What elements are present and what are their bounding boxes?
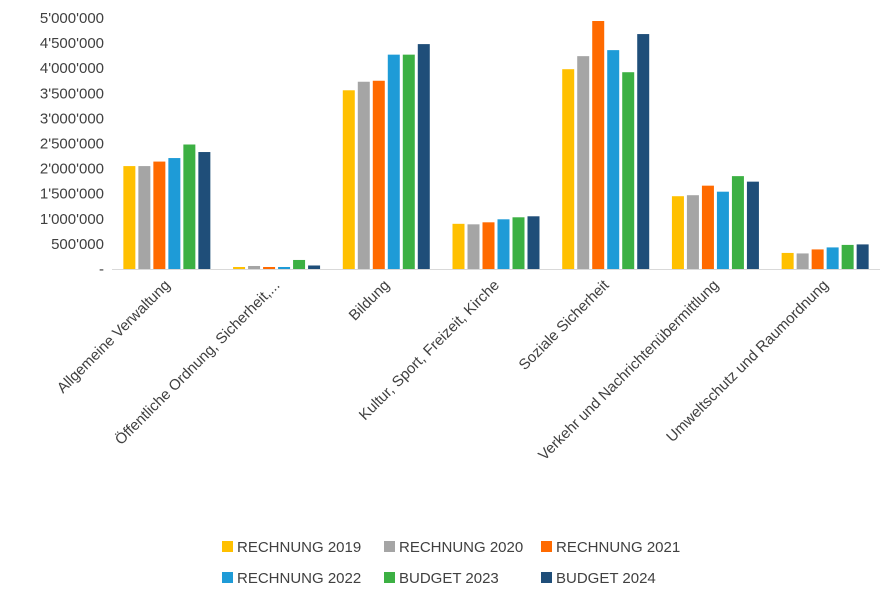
bar <box>716 191 729 269</box>
bar <box>153 161 166 269</box>
bar <box>826 247 839 269</box>
bar <box>796 253 809 269</box>
legend-swatch <box>384 541 395 552</box>
y-tick-label: 1'500'000 <box>40 186 104 203</box>
bar <box>342 90 355 270</box>
y-tick-label: 2'500'000 <box>40 136 104 153</box>
legend-label: RECHNUNG 2020 <box>399 539 523 556</box>
legend-label: RECHNUNG 2022 <box>237 570 361 587</box>
y-tick-label: 1'000'000 <box>40 211 104 228</box>
legend-swatch <box>222 541 233 552</box>
bar <box>467 224 480 269</box>
legend-swatch <box>222 572 233 583</box>
bar <box>183 144 196 269</box>
y-tick-label: 3'000'000 <box>40 110 104 127</box>
legend-swatch <box>541 541 552 552</box>
legend-label: RECHNUNG 2021 <box>556 539 680 556</box>
bar <box>686 195 699 269</box>
bar <box>607 50 620 270</box>
y-tick-label: 4'500'000 <box>40 35 104 52</box>
bar <box>811 249 824 269</box>
legend-swatch <box>384 572 395 583</box>
x-category-label: Allgemeine Verwaltung <box>54 277 174 397</box>
bar <box>263 266 276 269</box>
bar <box>592 21 605 270</box>
y-tick-label: 2'000'000 <box>40 161 104 178</box>
bar <box>527 216 540 269</box>
bar <box>856 244 869 269</box>
bar <box>357 81 370 269</box>
bar <box>637 34 650 270</box>
bar <box>198 152 211 269</box>
bar <box>308 265 321 269</box>
legend-label: RECHNUNG 2019 <box>237 539 361 556</box>
bar <box>746 181 759 269</box>
bar <box>512 217 525 269</box>
bar <box>278 266 291 269</box>
bar <box>497 219 510 269</box>
legend-swatch <box>541 572 552 583</box>
bar <box>293 259 306 269</box>
bar <box>372 80 385 269</box>
bar <box>248 265 261 269</box>
bar <box>841 244 854 269</box>
bar <box>577 56 590 269</box>
legend-label: BUDGET 2023 <box>399 570 499 587</box>
y-tick-label: - <box>99 261 104 278</box>
legend-label: BUDGET 2024 <box>556 570 656 587</box>
bar <box>168 158 181 269</box>
y-tick-label: 5'000'000 <box>40 10 104 27</box>
bar <box>731 176 744 269</box>
bar <box>671 196 684 269</box>
bar <box>482 222 495 269</box>
y-tick-label: 500'000 <box>51 236 104 253</box>
bar <box>701 185 714 269</box>
y-tick-label: 3'500'000 <box>40 85 104 102</box>
x-category-label: Verkehr und Nachrichtenübermittlung <box>535 277 722 464</box>
x-category-label: Bildung <box>346 277 393 324</box>
bar <box>387 54 400 270</box>
bar <box>402 54 415 270</box>
bar <box>452 223 465 269</box>
bar <box>562 69 575 269</box>
bar <box>233 266 246 269</box>
x-category-label: Soziale Sicherheit <box>516 276 614 374</box>
bar <box>417 44 430 269</box>
y-tick-label: 4'000'000 <box>40 60 104 77</box>
bar <box>123 166 136 269</box>
bar <box>781 252 794 269</box>
bar <box>622 72 635 269</box>
bar <box>138 166 151 269</box>
